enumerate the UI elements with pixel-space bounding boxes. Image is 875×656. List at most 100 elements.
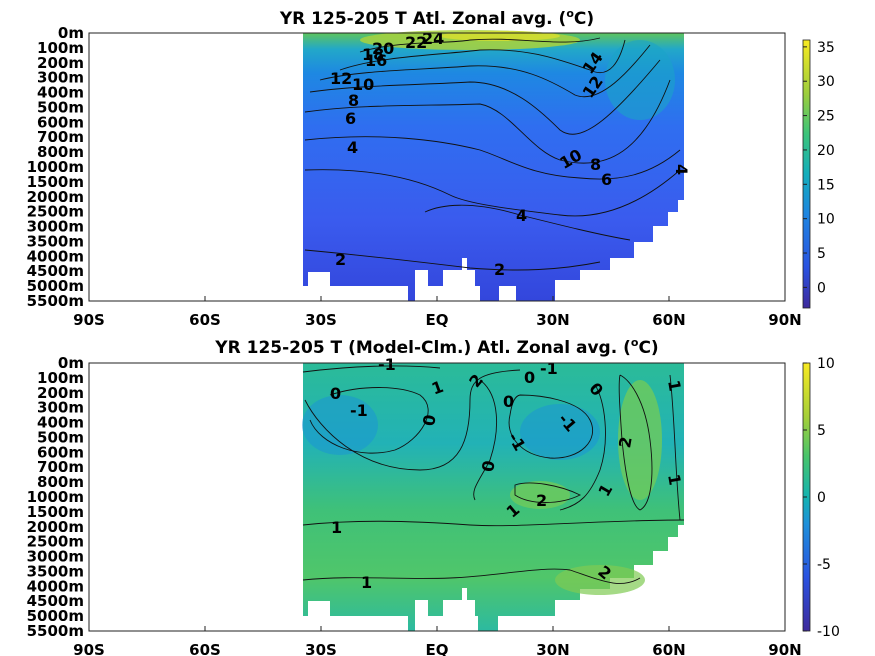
y-tick-label: 500m (37, 98, 84, 116)
y-tick-label: 5000m (27, 277, 84, 295)
contour-label: 20 (372, 39, 394, 58)
panel-1-y-ticks: 0m100m200m300m400m500m600m700m800m1000m1… (27, 24, 84, 310)
contour-label: 2 (335, 250, 346, 269)
contour-label: 10 (352, 75, 374, 94)
contour-label: 0 (524, 368, 535, 387)
contour-label: 24 (422, 29, 444, 48)
contour-label: 4 (516, 206, 527, 225)
contour-label: -1 (540, 359, 558, 378)
colorbar-tick-label: 0 (817, 490, 826, 506)
y-tick-label: 1000m (27, 158, 84, 176)
colorbar-tick-label: 15 (817, 177, 835, 193)
y-tick-label: 100m (37, 369, 84, 387)
y-tick-label: 5000m (27, 607, 84, 625)
y-tick-label: 1500m (27, 173, 84, 191)
contour-label: 0 (330, 384, 341, 403)
y-tick-label: 400m (37, 414, 84, 432)
contour-label: 4 (672, 164, 691, 175)
y-tick-label: 200m (37, 384, 84, 402)
contour-label: -1 (350, 401, 368, 420)
y-tick-label: 700m (37, 128, 84, 146)
colorbar-tick-label: -5 (817, 557, 831, 573)
contour-label: 1 (331, 518, 342, 537)
x-tick-label: 90S (73, 311, 105, 329)
contour-label: 8 (348, 91, 359, 110)
y-tick-label: 600m (37, 443, 84, 461)
colorbar-tick-label: 30 (817, 74, 835, 90)
y-tick-label: 2500m (27, 533, 84, 551)
x-tick-label: 90S (73, 641, 105, 656)
panel-1-field (303, 30, 684, 301)
colorbar-tick-label: 25 (817, 109, 835, 125)
colorbar-tick-label: -10 (817, 624, 840, 640)
contour-label: 1 (361, 573, 372, 592)
panel-1-colorbar (802, 39, 811, 309)
x-tick-label: 30S (305, 641, 337, 656)
y-tick-label: 1000m (27, 488, 84, 506)
panel-2-contours (302, 365, 685, 584)
panel-2-y-ticks: 0m100m200m300m400m500m600m700m800m1000m1… (27, 354, 84, 640)
contour-label: 2 (494, 260, 505, 279)
contour-label: -1 (378, 355, 396, 374)
y-tick-label: 200m (37, 54, 84, 72)
contour-label: 6 (345, 109, 356, 128)
contour-label: 18 (362, 45, 384, 64)
y-tick-label: 600m (37, 113, 84, 131)
y-tick-label: 4000m (27, 247, 84, 265)
colorbar-tick-label: 5 (817, 246, 826, 262)
x-tick-label: 60S (189, 311, 221, 329)
x-tick-label: 60N (652, 311, 685, 329)
contour-label: 0 (503, 392, 514, 411)
y-tick-label: 2500m (27, 203, 84, 221)
y-tick-label: 300m (37, 399, 84, 417)
colorbar-tick-label: 10 (817, 212, 835, 228)
colorbar-tick-label: 5 (817, 423, 826, 439)
y-tick-label: 0m (58, 354, 84, 372)
y-tick-label: 3000m (27, 218, 84, 236)
y-tick-label: 700m (37, 458, 84, 476)
x-tick-label: 30N (536, 311, 569, 329)
colorbar-tick-label: 0 (817, 280, 826, 296)
x-tick-label: 60S (189, 641, 221, 656)
y-tick-label: 800m (37, 143, 84, 161)
y-tick-label: 4000m (27, 577, 84, 595)
x-tick-label: 60N (652, 641, 685, 656)
y-tick-label: 4500m (27, 262, 84, 280)
contour-label: 2 (615, 435, 636, 449)
y-tick-label: 800m (37, 473, 84, 491)
panel-2-colorbar-ticks: 10 5 0 -5 -10 (803, 356, 840, 640)
panel-1: YR 125-205 T Atl. Zonal avg. (oC) 24 22 … (27, 7, 835, 329)
contour-label: 0 (419, 413, 440, 427)
panel-2-title: YR 125-205 T (Model-Clm.) Atl. Zonal avg… (214, 336, 658, 358)
x-tick-label: 30N (536, 641, 569, 656)
y-tick-label: 3000m (27, 548, 84, 566)
panel-1-title: YR 125-205 T Atl. Zonal avg. (oC) (279, 7, 594, 29)
contour-label: 4 (347, 138, 358, 157)
x-tick-label: 30S (305, 311, 337, 329)
contour-label: 1 (664, 473, 685, 487)
contour-label: 16 (365, 51, 387, 70)
panel-1-contours (304, 37, 681, 271)
contour-label: 12 (330, 69, 352, 88)
x-tick-label: EQ (426, 641, 449, 656)
y-tick-label: 5500m (27, 622, 84, 640)
y-tick-label: 5500m (27, 292, 84, 310)
x-tick-label: EQ (426, 311, 449, 329)
x-tick-label: 90N (768, 641, 801, 656)
panel-2-field (302, 363, 684, 631)
contour-label: 1 (664, 379, 685, 393)
y-tick-label: 400m (37, 84, 84, 102)
colorbar-tick-label: 35 (817, 40, 835, 56)
x-tick-label: 90N (768, 311, 801, 329)
contour-label: 22 (405, 33, 427, 52)
contour-label: 8 (590, 155, 601, 174)
contour-label: 2 (536, 491, 547, 510)
contour-label: 6 (601, 170, 612, 189)
panel-1-x-ticks: 90S 60S 30S EQ 30N 60N 90N (73, 296, 802, 329)
y-tick-label: 2000m (27, 518, 84, 536)
colorbar-tick-label: 10 (817, 356, 835, 372)
panel-2: YR 125-205 T (Model-Clm.) Atl. Zonal avg… (27, 336, 840, 656)
colorbar-tick-label: 20 (817, 143, 835, 159)
contour-label: 0 (478, 459, 499, 473)
y-tick-label: 3500m (27, 232, 84, 250)
